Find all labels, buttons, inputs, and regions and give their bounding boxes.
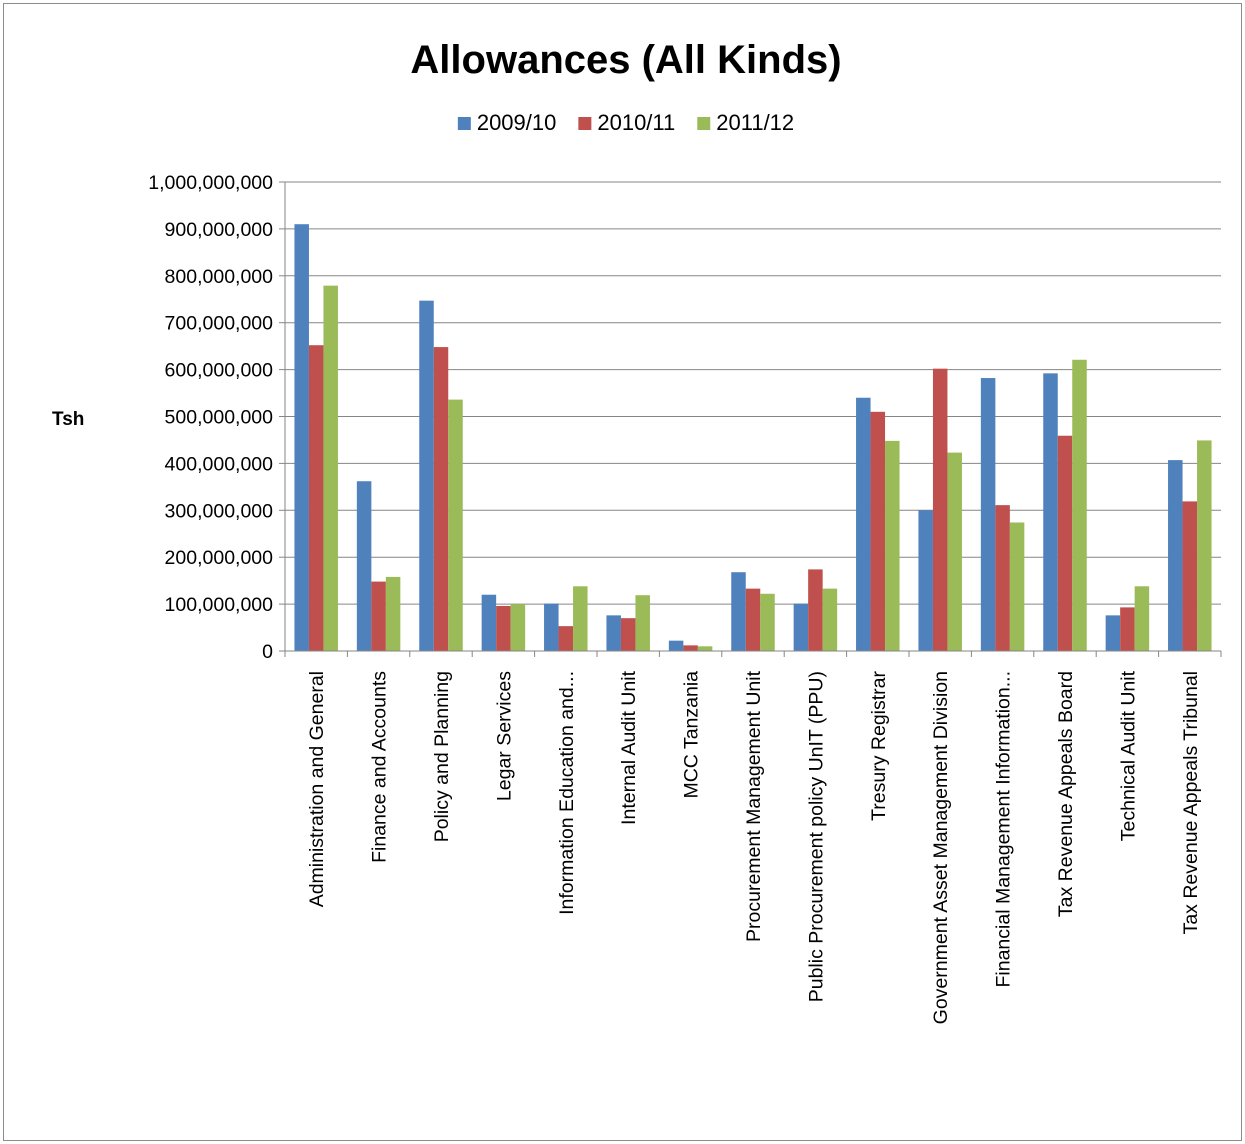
bar: [822, 588, 838, 651]
category-label: Tax Revenue Appeals Board: [1055, 671, 1077, 917]
legend-label: 2010/11: [597, 110, 675, 135]
category-label: Procurement Management Unit: [743, 670, 765, 942]
axes: [279, 181, 1222, 657]
category-label: Government Asset Management Division: [930, 671, 952, 1024]
category-label: Technical Audit Unit: [1117, 670, 1139, 841]
bar: [668, 640, 684, 651]
legend-swatch: [457, 117, 471, 130]
bar: [870, 411, 886, 651]
bar: [745, 588, 761, 651]
bar: [308, 345, 324, 651]
bar: [558, 626, 574, 651]
y-axis-label: Tsh: [52, 409, 84, 430]
category-label: Policy and Planning: [431, 671, 453, 842]
category-label: Internal Audit Unit: [618, 670, 640, 825]
bar: [620, 618, 636, 651]
bar: [995, 505, 1010, 651]
y-tick-label: 700,000,000: [165, 313, 274, 335]
category-label: Administration and General: [306, 671, 328, 907]
bar: [947, 452, 962, 651]
y-tick-label: 1,000,000,000: [148, 172, 273, 194]
bar: [932, 368, 948, 651]
legend-swatch: [578, 117, 592, 130]
bar: [323, 285, 338, 651]
y-tick-label: 800,000,000: [165, 266, 274, 288]
bar: [1134, 586, 1150, 651]
bar: [544, 603, 559, 651]
bar: [496, 605, 511, 651]
y-tick-label: 300,000,000: [165, 500, 274, 522]
bar: [606, 615, 621, 651]
category-label: Tresury Registrar: [868, 670, 890, 820]
legend-swatch: [697, 117, 711, 130]
bar: [510, 604, 526, 651]
category-label: Information Education and...: [556, 671, 578, 915]
bar: [448, 399, 463, 651]
y-tick-labels: 0 100,000,000 200,000,000 300,000,000 400,00…: [148, 172, 273, 663]
category-label: Tax Revenue Appeals Tribunal: [1180, 671, 1202, 934]
bar: [635, 595, 650, 651]
category-labels: Administration and General Finance and Ac…: [306, 670, 1202, 1024]
category-label: MCC Tanzania: [681, 671, 703, 799]
bar: [1009, 522, 1025, 651]
y-tick-label: 400,000,000: [165, 453, 274, 475]
category-label: Financial Management Information...: [993, 671, 1015, 988]
bars: [294, 224, 1212, 651]
bar: [385, 576, 401, 651]
y-tick-label: 0: [262, 641, 273, 663]
bar: [808, 569, 823, 651]
bar: [1168, 460, 1183, 651]
chart-title: Allowances (All Kinds): [410, 38, 841, 82]
bar: [294, 224, 309, 651]
bar: [856, 397, 871, 651]
bar: [793, 603, 809, 651]
y-tick-label: 900,000,000: [165, 219, 274, 241]
bar: [573, 586, 588, 651]
bar: [356, 481, 372, 651]
bar: [980, 378, 996, 651]
legend-label: 2009/10: [477, 110, 557, 135]
bar: [419, 300, 434, 651]
y-tick-label: 200,000,000: [165, 547, 274, 569]
bar: [697, 646, 713, 651]
bar: [918, 510, 933, 651]
category-label: Legar Services: [493, 671, 515, 801]
category-label: Finance and Accounts: [369, 671, 391, 863]
y-tick-label: 600,000,000: [165, 360, 274, 382]
bar: [1197, 440, 1212, 651]
bar: [433, 347, 449, 651]
bar: [1182, 501, 1198, 651]
bar: [371, 581, 386, 651]
bar: [1105, 615, 1121, 651]
chart-frame: Allowances (All Kinds) Tsh 2009/10 2010/1…: [3, 3, 1242, 1141]
bar: [1057, 435, 1073, 651]
bar: [683, 645, 698, 651]
bar: [885, 440, 900, 651]
legend: 2009/10 2010/11 2011/12: [457, 110, 794, 135]
bar: [760, 593, 775, 651]
bar: [1120, 607, 1135, 651]
y-tick-label: 100,000,000: [165, 594, 274, 616]
bar: [1043, 373, 1058, 651]
legend-label: 2011/12: [716, 110, 794, 135]
bar: [731, 572, 746, 651]
chart-svg: Allowances (All Kinds) Tsh 2009/10 2010/1…: [52, 38, 1222, 1024]
bar: [1072, 359, 1087, 651]
category-label: Public Procurement policy UnIT (PPU): [805, 671, 827, 1002]
y-tick-label: 500,000,000: [165, 407, 274, 429]
bar: [481, 594, 497, 651]
